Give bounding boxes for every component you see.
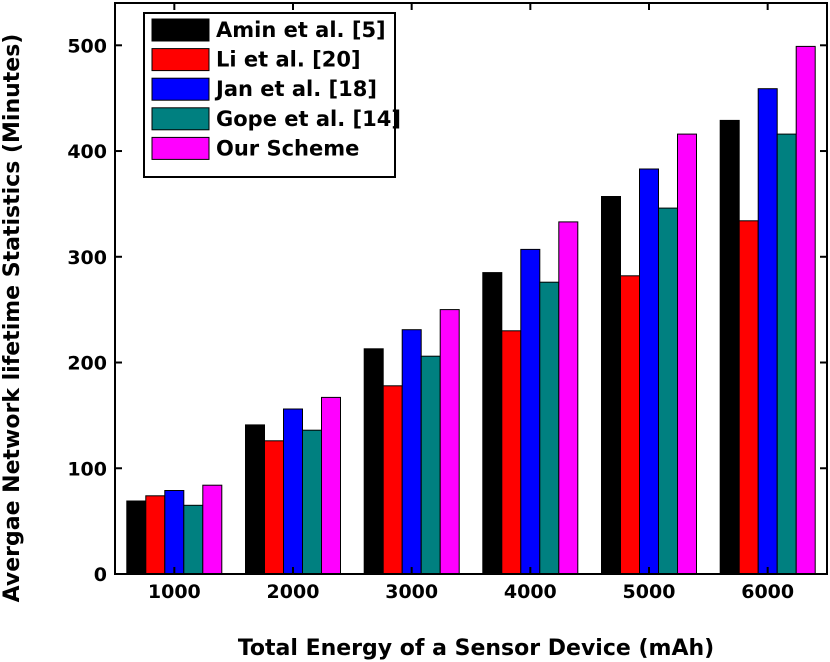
legend-label-1: Amin et al. [5] bbox=[216, 18, 386, 42]
legend-swatch-4 bbox=[151, 107, 210, 131]
bar-1-4000 bbox=[482, 272, 503, 575]
legend-label-3: Jan et al. [18] bbox=[214, 77, 377, 101]
bar-1-5000 bbox=[601, 196, 621, 575]
bar-4-1000 bbox=[183, 504, 204, 575]
bar-5-6000 bbox=[795, 45, 816, 575]
x-tick-label: 2000 bbox=[267, 581, 320, 603]
bar-2-2000 bbox=[264, 440, 284, 575]
x-axis-title: Total Energy of a Sensor Device (mAh) bbox=[238, 636, 714, 661]
bar-2-4000 bbox=[501, 330, 522, 575]
bar-4-4000 bbox=[539, 281, 560, 575]
bars-layer bbox=[126, 45, 816, 575]
bar-1-6000 bbox=[719, 119, 740, 575]
bar-3-4000 bbox=[520, 248, 541, 575]
bar-4-6000 bbox=[776, 133, 797, 575]
bar-2-5000 bbox=[620, 275, 640, 575]
bar-1-3000 bbox=[363, 348, 384, 575]
y-tick-label: 0 bbox=[94, 564, 107, 586]
legend-swatch-3 bbox=[151, 77, 210, 101]
x-tick-label: 3000 bbox=[385, 581, 438, 603]
bar-3-2000 bbox=[283, 408, 303, 575]
bar-3-1000 bbox=[164, 490, 185, 575]
axes-layer: 0 100 200 300 400 500 1000 2000 3000 4000 5000 6000 bbox=[67, 2, 828, 603]
legend: Amin et al. [5] Li et al. [20] Jan et al. … bbox=[143, 12, 401, 178]
bar-5-1000 bbox=[202, 484, 223, 575]
legend-swatch-1 bbox=[151, 18, 210, 42]
legend-label-5: Our Scheme bbox=[216, 136, 359, 160]
y-tick-label: 300 bbox=[67, 247, 107, 269]
legend-label-2: Li et al. [20] bbox=[216, 48, 361, 72]
bar-3-6000 bbox=[757, 88, 778, 575]
legend-label-4: Gope et al. [14] bbox=[216, 107, 401, 131]
bar-4-5000 bbox=[658, 207, 678, 575]
bar-4-2000 bbox=[302, 429, 322, 575]
bar-1-2000 bbox=[245, 424, 265, 575]
legend-swatch-5 bbox=[151, 136, 210, 160]
y-tick-label: 200 bbox=[67, 353, 107, 375]
x-tick-label: 4000 bbox=[504, 581, 557, 603]
plot-frame bbox=[114, 2, 828, 575]
y-tick-label: 500 bbox=[67, 35, 107, 57]
x-tick-label: 5000 bbox=[623, 581, 676, 603]
y-axis-title: Avergae Network lifetime Statistics (Min… bbox=[0, 34, 25, 603]
bar-5-5000 bbox=[677, 133, 697, 575]
bar-1-1000 bbox=[126, 500, 147, 575]
bar-5-4000 bbox=[558, 221, 579, 575]
y-tick-label: 100 bbox=[67, 458, 107, 480]
x-tick-label: 1000 bbox=[148, 581, 201, 603]
y-tick-label: 400 bbox=[67, 141, 107, 163]
x-tick-label: 6000 bbox=[741, 581, 794, 603]
bar-5-3000 bbox=[439, 309, 460, 575]
bar-2-6000 bbox=[738, 220, 759, 575]
bar-5-2000 bbox=[321, 396, 341, 575]
legend-swatch-2 bbox=[151, 48, 210, 72]
bar-3-3000 bbox=[401, 329, 422, 575]
bar-3-5000 bbox=[639, 168, 659, 575]
bar-4-3000 bbox=[420, 355, 441, 575]
bar-2-3000 bbox=[382, 385, 403, 575]
bar-2-1000 bbox=[145, 495, 166, 575]
